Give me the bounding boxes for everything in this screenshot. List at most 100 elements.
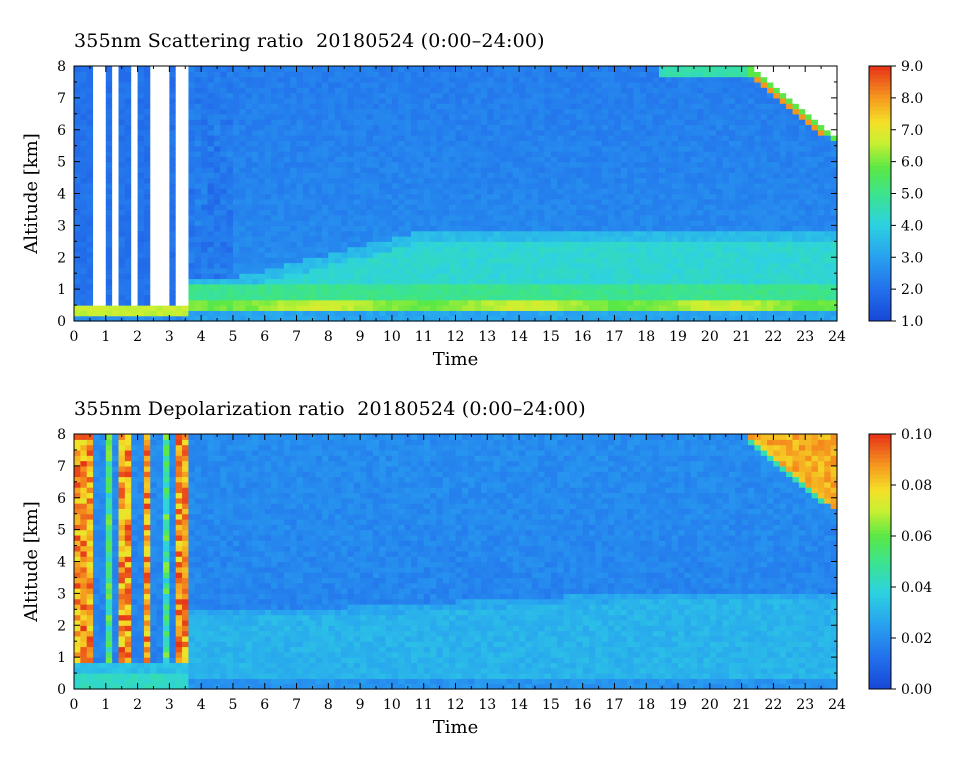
heatmap-cell — [716, 76, 724, 83]
heatmap-cell — [169, 135, 177, 141]
heatmap-cell — [163, 241, 170, 248]
heatmap-cell — [334, 135, 342, 141]
heatmap-cell — [684, 262, 692, 269]
heatmap-cell — [697, 76, 705, 83]
heatmap-cell — [658, 108, 666, 115]
heatmap-cell — [239, 103, 247, 110]
heatmap-cell — [487, 289, 495, 296]
heatmap-cell — [86, 273, 94, 280]
heatmap-cell — [182, 182, 190, 189]
heatmap-cell — [468, 97, 476, 104]
heatmap-cell — [563, 172, 571, 179]
heatmap-cell — [531, 257, 539, 264]
heatmap-cell — [652, 182, 660, 189]
heatmap-cell — [608, 161, 616, 168]
heatmap-cell — [455, 310, 463, 317]
heatmap-cell — [372, 236, 380, 242]
heatmap-cell — [665, 310, 673, 317]
heatmap-cell — [436, 241, 444, 248]
heatmap-cell — [321, 97, 329, 104]
heatmap-cell — [595, 145, 603, 152]
heatmap-cell — [410, 156, 418, 163]
heatmap-cell — [410, 262, 418, 269]
heatmap-cell — [239, 305, 247, 311]
heatmap-cell — [449, 151, 457, 157]
heatmap-cell — [277, 92, 285, 99]
heatmap-cell — [213, 119, 221, 126]
heatmap-cell — [716, 289, 724, 296]
heatmap-cell — [595, 225, 603, 232]
heatmap-cell — [525, 315, 533, 322]
heatmap-cell — [652, 225, 660, 232]
heatmap-cell — [684, 246, 692, 253]
heatmap-cell — [589, 129, 596, 136]
heatmap-cell — [404, 71, 412, 78]
heatmap-cell — [341, 177, 349, 184]
heatmap-cell — [417, 273, 425, 280]
heatmap-cell — [474, 135, 482, 141]
heatmap-cell — [353, 262, 361, 269]
heatmap-cell — [391, 214, 399, 221]
heatmap-cell — [455, 236, 463, 242]
heatmap-cell — [86, 140, 94, 147]
heatmap-cell — [156, 161, 164, 168]
heatmap-cell — [360, 172, 368, 179]
heatmap-cell — [423, 241, 431, 248]
heatmap-cell — [716, 193, 724, 200]
heatmap-cell — [417, 257, 425, 264]
heatmap-cell — [709, 156, 717, 163]
heatmap-cell — [500, 135, 507, 141]
heatmap-cell — [665, 273, 673, 280]
heatmap-cell — [182, 267, 190, 274]
heatmap-cell — [417, 262, 425, 269]
heatmap-cell — [646, 166, 654, 173]
heatmap-cell — [423, 92, 431, 99]
heatmap-cell — [500, 151, 507, 157]
heatmap-cell — [544, 209, 552, 216]
heatmap-cell — [220, 198, 228, 205]
heatmap-cell — [252, 267, 259, 274]
heatmap-cell — [99, 262, 107, 269]
heatmap-cell — [595, 140, 603, 147]
heatmap-cell — [614, 188, 622, 195]
heatmap-cell — [430, 230, 438, 237]
heatmap-cell — [671, 225, 679, 232]
heatmap-cell — [589, 204, 596, 211]
heatmap-cell — [169, 103, 177, 110]
heatmap-cell — [290, 182, 298, 189]
heatmap-cell — [493, 129, 501, 136]
heatmap-cell — [716, 278, 724, 285]
heatmap-cell — [137, 236, 145, 242]
heatmap-cell — [321, 289, 329, 296]
heatmap-cell — [80, 177, 88, 184]
heatmap-cell — [271, 182, 279, 189]
heatmap-cell — [366, 124, 374, 131]
heatmap-cell — [315, 246, 323, 253]
heatmap-cell — [328, 241, 336, 248]
heatmap-cell — [86, 267, 94, 274]
heatmap-cell — [315, 135, 323, 141]
heatmap-cell — [112, 119, 120, 126]
heatmap-cell — [697, 251, 705, 258]
heatmap-cell — [175, 251, 183, 258]
heatmap-cell — [99, 310, 107, 317]
heatmap-cell — [194, 204, 202, 211]
heatmap-cell — [449, 76, 457, 83]
heatmap-cell — [474, 87, 482, 94]
heatmap-cell — [417, 119, 425, 126]
heatmap-cell — [118, 204, 126, 211]
heatmap-cell — [506, 182, 514, 189]
heatmap-cell — [461, 108, 469, 115]
heatmap-cell — [544, 225, 552, 232]
heatmap-cell — [620, 241, 628, 248]
heatmap-cell — [143, 156, 151, 163]
heatmap-cell — [589, 220, 596, 226]
heatmap-cell — [410, 177, 418, 184]
heatmap-cell — [550, 241, 558, 248]
heatmap-cell — [728, 267, 736, 274]
heatmap-cell — [379, 198, 387, 205]
heatmap-cell — [80, 251, 88, 258]
heatmap-cell — [582, 135, 590, 141]
heatmap-cell — [105, 236, 113, 242]
heatmap-cell — [74, 236, 81, 242]
